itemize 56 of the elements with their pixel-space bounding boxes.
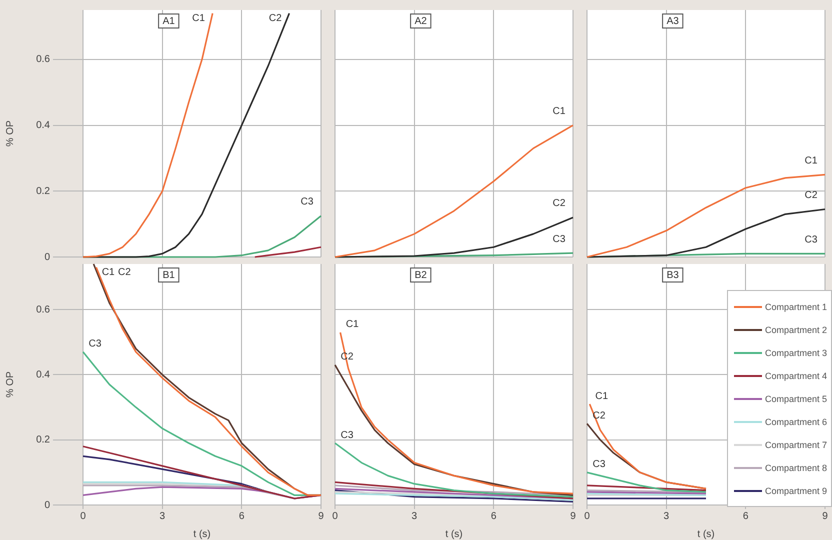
x-tick-label: 6 xyxy=(238,510,245,522)
annotation: C2 xyxy=(118,266,132,278)
legend-label: Compartment 6 xyxy=(764,416,827,426)
annotation: C3 xyxy=(552,234,566,245)
annotation: C3 xyxy=(340,430,354,441)
annotation: C1 xyxy=(804,155,818,166)
x-tick-label: 6 xyxy=(490,510,497,522)
text: B3 xyxy=(666,270,680,281)
annotation: C2 xyxy=(552,198,566,210)
legend-label: Compartment 1 xyxy=(764,302,827,312)
text: A1 xyxy=(162,16,176,27)
x-tick-label: 9 xyxy=(318,510,324,522)
x-tick-label: 3 xyxy=(664,510,670,522)
text: B1 xyxy=(162,270,176,281)
x-axis-title: t (s) xyxy=(193,528,211,540)
y-axis-title: % OP xyxy=(4,120,16,147)
annotation: C3 xyxy=(592,459,606,470)
y-tick-label: 0.6 xyxy=(36,304,50,316)
annotation: C2 xyxy=(268,12,282,24)
annotation: C3 xyxy=(88,338,102,350)
x-axis-title: t (s) xyxy=(445,528,463,540)
legend-label: Compartment 2 xyxy=(764,324,827,334)
annotation: C1 xyxy=(192,12,206,24)
annotation: C1 xyxy=(346,319,360,330)
x-tick-label: 6 xyxy=(742,510,749,522)
text: A3 xyxy=(666,16,680,27)
x-tick-label: 0 xyxy=(332,510,338,522)
x-axis-title: t (s) xyxy=(697,528,715,540)
y-tick-label: 0.2 xyxy=(36,434,50,446)
y-tick-label: 0.6 xyxy=(36,54,50,66)
legend-label: Compartment 9 xyxy=(764,486,827,496)
y-tick-label: 0 xyxy=(44,252,50,263)
x-tick-label: 0 xyxy=(80,510,86,522)
legend-label: Compartment 4 xyxy=(764,370,827,380)
y-tick-label: 0.4 xyxy=(36,120,50,132)
y-tick-label: 0.4 xyxy=(36,369,50,380)
annotation: C2 xyxy=(804,190,818,201)
x-tick-label: 9 xyxy=(570,510,576,522)
annotation: C1 xyxy=(595,390,608,402)
text: B2 xyxy=(414,270,428,281)
legend-label: Compartment 8 xyxy=(764,462,827,472)
x-tick-label: 0 xyxy=(584,510,590,522)
legend-label: Compartment 5 xyxy=(764,394,827,404)
annotation: C1 xyxy=(552,106,566,118)
annotation: C1 xyxy=(102,266,116,278)
y-axis-title: % OP xyxy=(4,371,16,398)
x-tick-label: 9 xyxy=(822,510,828,522)
annotation: C3 xyxy=(300,196,314,208)
annotation: C3 xyxy=(804,234,818,246)
x-tick-label: 3 xyxy=(160,510,166,522)
y-tick-label: 0.2 xyxy=(36,186,50,197)
legend-label: Compartment 7 xyxy=(764,440,827,450)
legend-label: Compartment 3 xyxy=(764,348,827,358)
x-tick-label: 3 xyxy=(412,510,418,522)
y-tick-label: 0 xyxy=(44,500,50,511)
text: A2 xyxy=(414,16,428,27)
